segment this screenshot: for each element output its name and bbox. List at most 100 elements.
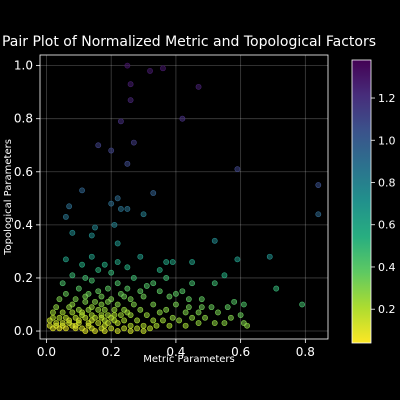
data-point xyxy=(211,280,218,287)
data-point xyxy=(166,322,173,329)
data-point xyxy=(173,301,179,308)
data-point xyxy=(150,317,157,324)
data-point xyxy=(69,272,76,279)
data-point xyxy=(150,301,157,308)
data-point xyxy=(124,160,131,167)
data-point xyxy=(140,293,147,300)
data-point xyxy=(88,253,95,260)
data-point xyxy=(266,253,273,260)
data-point xyxy=(69,229,76,236)
data-point xyxy=(105,285,111,292)
data-point xyxy=(163,306,170,313)
data-point xyxy=(111,306,118,313)
data-point xyxy=(166,293,173,300)
x-tick-label: 0.0 xyxy=(37,345,56,359)
data-point xyxy=(98,314,105,321)
data-point xyxy=(160,65,166,72)
data-point xyxy=(82,314,89,321)
data-point xyxy=(85,322,92,329)
data-point xyxy=(179,115,186,122)
data-point xyxy=(153,322,160,329)
data-point xyxy=(108,325,115,332)
data-point xyxy=(127,328,134,334)
data-point xyxy=(114,320,121,326)
data-point xyxy=(221,320,228,326)
y-tick-label: 0.8 xyxy=(14,112,33,126)
data-point xyxy=(79,261,85,268)
data-point xyxy=(95,142,102,149)
data-point xyxy=(56,325,63,332)
data-point xyxy=(124,62,131,69)
data-point xyxy=(82,275,89,281)
data-point xyxy=(137,288,144,295)
data-point xyxy=(114,301,121,308)
data-point xyxy=(124,309,131,316)
data-point xyxy=(169,259,176,265)
data-point xyxy=(237,312,244,319)
data-point xyxy=(92,328,98,334)
x-tick-label: 0.4 xyxy=(166,345,185,359)
data-point xyxy=(72,322,79,329)
data-point xyxy=(169,314,176,321)
x-tick-label: 0.8 xyxy=(296,345,315,359)
data-point xyxy=(143,283,150,289)
data-point xyxy=(127,81,134,88)
data-point xyxy=(114,280,121,287)
data-point xyxy=(221,272,228,279)
data-point xyxy=(140,328,147,334)
colorbar-tick-label: 1.0 xyxy=(378,134,396,147)
data-point xyxy=(140,211,147,218)
data-point xyxy=(137,306,144,313)
data-point xyxy=(92,224,98,231)
data-point xyxy=(95,267,102,273)
data-point xyxy=(69,301,76,308)
data-point xyxy=(273,285,280,292)
data-point xyxy=(88,317,95,324)
data-point xyxy=(59,309,66,316)
data-point xyxy=(134,325,140,332)
data-point xyxy=(202,314,208,321)
data-point xyxy=(124,264,131,271)
data-point xyxy=(98,293,105,300)
data-point xyxy=(124,285,131,292)
y-tick-label: 0.0 xyxy=(14,324,33,338)
data-point xyxy=(163,275,170,281)
data-point xyxy=(195,83,202,90)
data-point xyxy=(179,288,186,295)
data-point xyxy=(182,322,189,329)
colorbar xyxy=(351,59,372,344)
data-point xyxy=(150,190,157,196)
data-point xyxy=(234,166,241,173)
x-tick-label: 0.6 xyxy=(231,345,250,359)
data-point xyxy=(88,304,95,311)
data-point xyxy=(79,309,85,316)
data-point xyxy=(98,301,105,308)
x-axis-ticks: 0.0 0.2 0.4 0.6 0.8 xyxy=(37,339,315,359)
data-point xyxy=(127,322,134,329)
data-point xyxy=(189,280,195,287)
data-point xyxy=(185,304,192,311)
data-point xyxy=(143,312,150,319)
data-point xyxy=(101,322,108,329)
data-point xyxy=(195,309,202,316)
x-tick-label: 0.2 xyxy=(102,345,121,359)
data-point xyxy=(114,328,121,334)
data-point xyxy=(195,320,202,326)
data-point xyxy=(117,206,124,212)
data-point xyxy=(75,285,82,292)
data-point xyxy=(315,211,322,218)
data-point xyxy=(147,68,153,74)
data-point xyxy=(211,237,218,244)
data-point xyxy=(211,320,218,326)
data-point xyxy=(117,118,124,125)
data-point xyxy=(176,317,183,324)
colorbar-ticks: 0.2 0.4 0.6 0.8 1.0 1.2 xyxy=(371,92,396,316)
data-point xyxy=(46,317,53,324)
data-point xyxy=(53,304,60,311)
data-point xyxy=(315,182,322,188)
data-point xyxy=(198,304,205,311)
colorbar-tick-label: 0.6 xyxy=(378,219,396,232)
data-point xyxy=(173,290,179,297)
data-point xyxy=(215,309,221,316)
data-point xyxy=(88,277,95,284)
